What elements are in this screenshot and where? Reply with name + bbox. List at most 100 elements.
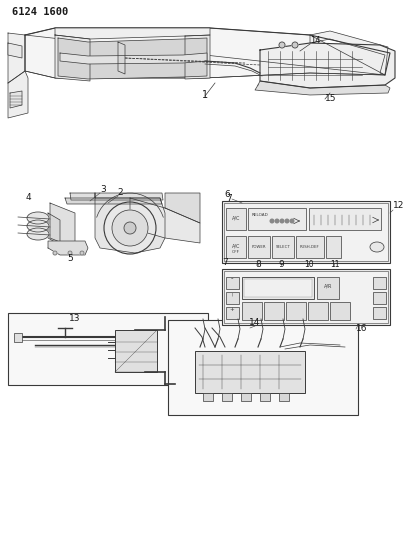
Bar bbox=[373, 277, 386, 289]
Ellipse shape bbox=[370, 242, 384, 252]
Bar bbox=[286, 302, 306, 320]
Bar bbox=[226, 208, 246, 230]
Circle shape bbox=[292, 42, 298, 48]
Circle shape bbox=[279, 42, 285, 48]
Bar bbox=[330, 302, 350, 320]
Text: 7: 7 bbox=[222, 258, 228, 267]
Circle shape bbox=[112, 210, 148, 246]
Ellipse shape bbox=[27, 228, 49, 240]
Text: OFF: OFF bbox=[232, 250, 240, 254]
Bar bbox=[222, 269, 390, 325]
Polygon shape bbox=[310, 31, 388, 75]
Circle shape bbox=[275, 219, 279, 223]
Polygon shape bbox=[70, 193, 163, 200]
Bar bbox=[248, 208, 306, 230]
Bar bbox=[279, 393, 289, 401]
Polygon shape bbox=[95, 193, 165, 253]
Bar bbox=[115, 330, 157, 372]
Bar bbox=[326, 236, 341, 258]
Polygon shape bbox=[50, 203, 75, 248]
Text: -: - bbox=[231, 275, 233, 281]
Text: 16: 16 bbox=[356, 324, 368, 333]
Polygon shape bbox=[185, 35, 210, 79]
Text: 6124 1600: 6124 1600 bbox=[12, 7, 68, 17]
Bar bbox=[264, 302, 284, 320]
Bar bbox=[308, 302, 328, 320]
Polygon shape bbox=[130, 198, 200, 243]
Polygon shape bbox=[58, 38, 207, 79]
Text: 3: 3 bbox=[100, 185, 106, 194]
Text: 11: 11 bbox=[330, 260, 339, 269]
Circle shape bbox=[68, 251, 72, 255]
Bar bbox=[317, 277, 339, 299]
Polygon shape bbox=[55, 28, 210, 39]
Polygon shape bbox=[118, 42, 125, 74]
Bar bbox=[241, 393, 251, 401]
Bar bbox=[272, 236, 294, 258]
Text: 12: 12 bbox=[393, 201, 404, 210]
Polygon shape bbox=[10, 91, 22, 108]
Circle shape bbox=[124, 222, 136, 234]
Bar bbox=[195, 351, 305, 393]
Bar bbox=[296, 236, 324, 258]
Text: 14: 14 bbox=[249, 318, 261, 327]
Polygon shape bbox=[60, 53, 207, 64]
Bar bbox=[244, 279, 312, 297]
Polygon shape bbox=[8, 33, 25, 83]
Polygon shape bbox=[260, 43, 395, 88]
Circle shape bbox=[104, 202, 156, 254]
Bar bbox=[373, 307, 386, 319]
Text: 6: 6 bbox=[224, 190, 230, 199]
Text: A/C: A/C bbox=[232, 215, 240, 220]
Ellipse shape bbox=[27, 220, 49, 232]
Text: 2: 2 bbox=[117, 188, 123, 197]
Text: 9: 9 bbox=[278, 260, 284, 269]
Polygon shape bbox=[165, 193, 200, 223]
Circle shape bbox=[290, 219, 294, 223]
Text: PUSH-DEF: PUSH-DEF bbox=[300, 245, 320, 249]
Text: |: | bbox=[231, 292, 233, 296]
Bar bbox=[248, 236, 270, 258]
Bar bbox=[168, 320, 358, 415]
Polygon shape bbox=[8, 71, 28, 118]
Bar bbox=[224, 203, 388, 261]
Text: 8: 8 bbox=[255, 260, 261, 269]
Bar bbox=[226, 292, 239, 304]
Bar bbox=[309, 208, 381, 230]
Text: 14: 14 bbox=[310, 36, 321, 45]
Text: 7: 7 bbox=[226, 194, 232, 203]
Polygon shape bbox=[48, 241, 88, 255]
Polygon shape bbox=[65, 198, 162, 204]
Text: 13: 13 bbox=[69, 314, 81, 323]
Text: A/R: A/R bbox=[324, 283, 332, 288]
Bar bbox=[8, 313, 208, 385]
Circle shape bbox=[280, 219, 284, 223]
Bar bbox=[260, 393, 270, 401]
Circle shape bbox=[285, 219, 289, 223]
Bar bbox=[222, 201, 390, 263]
Bar bbox=[242, 277, 314, 299]
Circle shape bbox=[53, 251, 57, 255]
Bar bbox=[226, 277, 239, 289]
Text: RELOAD: RELOAD bbox=[252, 213, 269, 217]
Bar bbox=[226, 307, 239, 319]
Polygon shape bbox=[25, 28, 385, 78]
Circle shape bbox=[270, 219, 274, 223]
Text: POWER: POWER bbox=[252, 245, 266, 249]
Polygon shape bbox=[25, 35, 385, 78]
Bar bbox=[242, 302, 262, 320]
Polygon shape bbox=[8, 43, 22, 58]
Bar bbox=[224, 271, 388, 323]
Polygon shape bbox=[48, 213, 60, 245]
Bar bbox=[203, 393, 213, 401]
Bar bbox=[373, 292, 386, 304]
Bar bbox=[14, 333, 22, 342]
Text: 15: 15 bbox=[325, 94, 337, 103]
Text: +: + bbox=[230, 307, 234, 312]
Ellipse shape bbox=[27, 212, 49, 224]
Bar bbox=[226, 236, 246, 258]
Polygon shape bbox=[255, 81, 390, 95]
Bar bbox=[222, 393, 232, 401]
Text: A/C: A/C bbox=[232, 243, 240, 248]
Polygon shape bbox=[55, 35, 90, 81]
